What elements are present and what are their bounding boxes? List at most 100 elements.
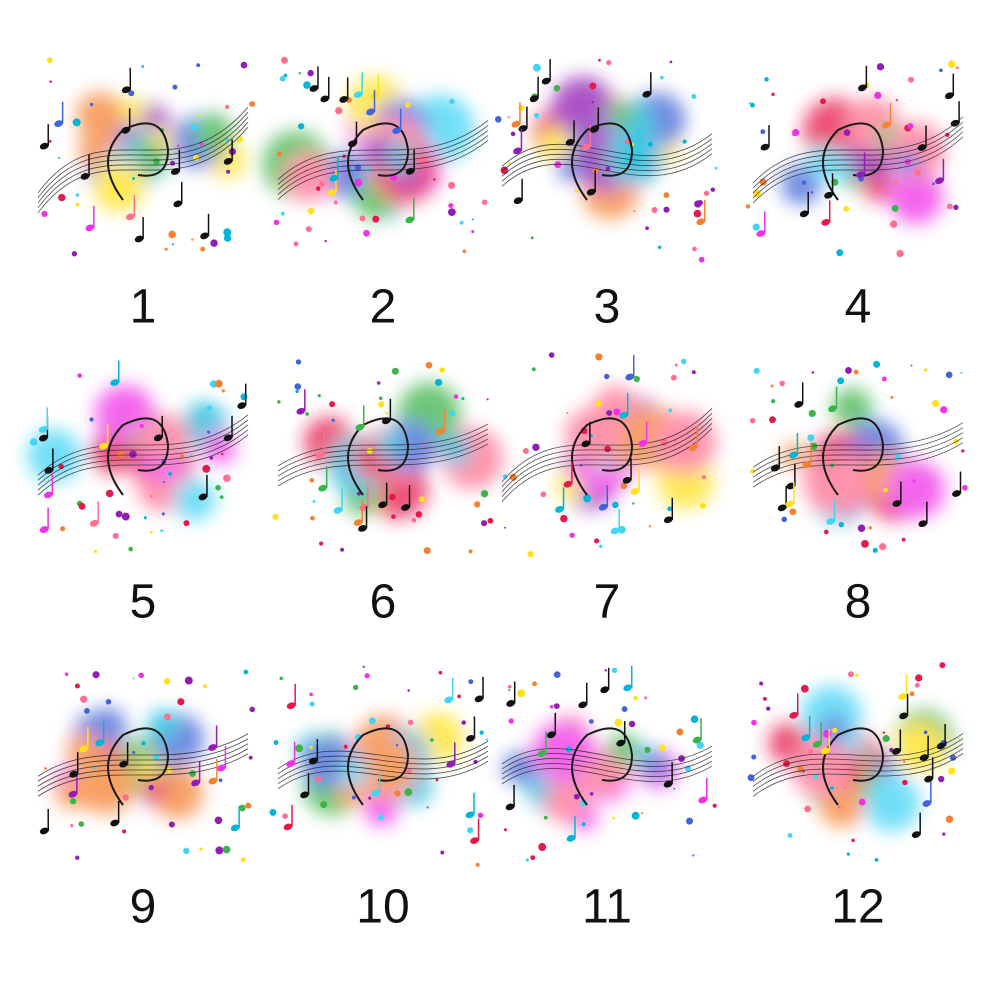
paint-dot — [307, 207, 315, 215]
paint-dot — [553, 703, 560, 709]
paint-dot — [674, 439, 677, 442]
note-head — [820, 747, 830, 755]
staff-line — [277, 130, 489, 190]
splash — [141, 415, 190, 464]
swirl — [347, 122, 410, 201]
paint-dot — [307, 69, 314, 77]
swirl — [107, 417, 170, 496]
paint-dot — [647, 141, 653, 147]
note-head — [936, 742, 946, 750]
staff-line — [37, 733, 249, 777]
paint-dot — [160, 529, 164, 533]
staff-line — [752, 427, 964, 473]
splash — [565, 407, 622, 465]
paint-dot — [604, 669, 607, 672]
splash — [87, 707, 127, 748]
staff-line — [752, 126, 964, 194]
paint-dot — [385, 411, 389, 415]
splash — [141, 773, 170, 802]
note-head — [223, 434, 233, 442]
paint-dot — [434, 378, 443, 387]
paint-dot — [759, 681, 764, 686]
paint-dot — [509, 473, 517, 481]
paint-dot — [473, 501, 481, 508]
paint-dot — [172, 243, 175, 246]
paint-dot — [962, 485, 968, 491]
paint-dot — [462, 249, 467, 254]
paint-dot — [354, 178, 363, 187]
paint-dot — [676, 728, 684, 736]
staff-line — [277, 140, 489, 200]
item-number: 10 — [356, 881, 409, 934]
paint-dot — [164, 713, 171, 721]
color-splash — [532, 76, 686, 219]
swirl — [571, 122, 634, 201]
note-head — [858, 84, 867, 92]
paint-dot — [942, 832, 946, 836]
paint-dot — [168, 230, 176, 239]
paint-dot — [121, 512, 130, 521]
paint-dot — [298, 123, 305, 130]
paint-dot — [752, 223, 760, 231]
paint-dot — [530, 236, 534, 240]
paint-dot — [659, 75, 664, 80]
staff-line — [501, 408, 713, 482]
paint-dot — [588, 719, 594, 724]
paint-dot — [940, 406, 948, 414]
paint-dot — [277, 400, 281, 404]
paint-dot — [356, 491, 361, 496]
note-head — [198, 493, 208, 501]
note-head — [470, 837, 479, 844]
paint-dot — [621, 706, 628, 712]
artwork — [272, 359, 503, 555]
staff-line — [501, 423, 713, 497]
paint-dot — [359, 215, 366, 222]
paint-dot — [861, 539, 869, 548]
note-head — [789, 711, 799, 719]
paint-dot — [324, 239, 327, 243]
paint-dot — [932, 182, 935, 186]
paint-dot — [405, 102, 411, 108]
staff-line — [277, 740, 489, 770]
paint-dot — [507, 116, 510, 119]
paint-dot — [394, 790, 401, 797]
paint-dot — [153, 158, 160, 165]
staff-line — [501, 745, 713, 765]
paint-dot — [670, 374, 677, 381]
note-head — [812, 740, 822, 748]
paint-dot — [479, 730, 484, 735]
paint-dot — [467, 827, 474, 834]
note-head — [283, 823, 293, 831]
paint-dot — [830, 786, 834, 790]
paint-dot — [352, 684, 359, 691]
paint-dot — [389, 493, 396, 501]
paint-dot — [225, 137, 229, 142]
paint-dot — [447, 208, 456, 217]
paint-dot — [223, 234, 232, 242]
paint-dot — [876, 63, 885, 71]
paint-dot — [132, 677, 135, 680]
paint-dot — [226, 169, 231, 174]
paint-dot — [533, 112, 540, 119]
paint-dot — [868, 526, 872, 530]
paint-dot — [248, 755, 253, 760]
paint-dot — [932, 399, 940, 408]
note-head — [327, 189, 337, 196]
paint-dot — [669, 60, 673, 64]
note-head — [68, 790, 78, 798]
swirl — [822, 122, 885, 201]
paint-dot — [531, 367, 536, 372]
paint-dot — [832, 727, 838, 733]
note-head — [802, 461, 812, 469]
paint-dot — [837, 805, 841, 809]
paint-dot — [315, 186, 321, 191]
paint-dot — [543, 815, 548, 820]
note-head — [760, 143, 770, 151]
paint-dot — [215, 484, 221, 491]
paint-dot — [522, 448, 529, 455]
paint-dot — [378, 396, 383, 401]
paint-dot — [391, 514, 396, 519]
staff-line — [752, 753, 964, 797]
splash — [193, 113, 234, 154]
note-head — [826, 518, 835, 525]
